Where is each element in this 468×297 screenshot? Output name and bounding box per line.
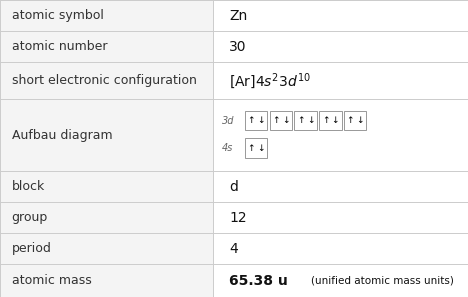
Text: period: period [12,242,51,255]
Text: ↓: ↓ [307,116,314,125]
Bar [319,111,342,130]
Bar [270,111,292,130]
Text: d: d [229,180,238,194]
Text: 4s: 4s [222,143,234,153]
Text: ↑: ↑ [322,116,329,125]
Bar [213,62,468,99]
Bar [294,111,317,130]
Bar [0,171,213,202]
Text: block: block [12,180,45,193]
Text: ↑: ↑ [272,116,279,125]
Text: ↑: ↑ [247,143,255,153]
Text: 3d: 3d [222,116,235,126]
Bar [344,111,366,130]
Text: $\rm [Ar]4\mathit{s}^{2}3\mathit{d}^{10}$: $\rm [Ar]4\mathit{s}^{2}3\mathit{d}^{10}… [229,71,311,91]
Text: ↑: ↑ [346,116,354,125]
Text: atomic number: atomic number [12,40,107,53]
Bar [213,0,468,31]
Text: Aufbau diagram: Aufbau diagram [12,129,112,142]
Bar [0,31,213,62]
Bar [0,62,213,99]
Text: group: group [12,211,48,224]
Bar [0,202,213,233]
Bar [245,111,267,130]
Text: atomic symbol: atomic symbol [12,9,103,22]
Text: Zn: Zn [229,9,248,23]
Text: ↓: ↓ [332,116,339,125]
Text: ↓: ↓ [257,143,265,153]
Text: short electronic configuration: short electronic configuration [12,74,197,87]
Text: 30: 30 [229,40,247,54]
Bar [213,233,468,264]
Text: atomic mass: atomic mass [12,274,91,287]
Bar [0,0,213,31]
Text: 4: 4 [229,242,238,256]
Bar [213,171,468,202]
Text: 12: 12 [229,211,247,225]
Bar [0,264,213,297]
Text: ↓: ↓ [257,116,265,125]
Bar [245,138,267,158]
Text: ↓: ↓ [282,116,290,125]
Text: ↑: ↑ [297,116,304,125]
Bar [213,31,468,62]
Text: (unified atomic mass units): (unified atomic mass units) [311,276,454,286]
Bar [213,202,468,233]
Bar [0,233,213,264]
Bar [213,264,468,297]
Text: ↑: ↑ [247,116,255,125]
Bar [0,99,213,171]
Bar [213,99,468,171]
Text: ↓: ↓ [357,116,364,125]
Text: 65.38 u: 65.38 u [229,274,288,288]
